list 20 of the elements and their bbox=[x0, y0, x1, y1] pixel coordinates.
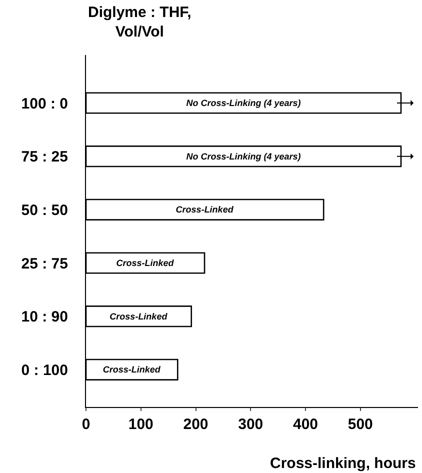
annotation: No Cross-Linking (4 years) bbox=[186, 98, 301, 108]
annotation: Cross-Linked bbox=[176, 204, 234, 215]
annotation: No Cross-Linking (4 years) bbox=[186, 151, 301, 162]
annotation: Cross-Linked bbox=[110, 311, 168, 322]
annotation: Cross-Linked bbox=[102, 364, 161, 375]
x-axis-title: Cross-linking, hours bbox=[270, 455, 416, 472]
y-tick-label: 50 : 50 bbox=[21, 202, 68, 219]
y-tick-label: 25 : 75 bbox=[21, 255, 68, 272]
x-tick-label: 0 bbox=[82, 416, 90, 433]
y-tick-label: 0 : 100 bbox=[21, 362, 68, 379]
x-tick-label: 200 bbox=[183, 416, 208, 433]
y-tick-label: 100 : 0 bbox=[21, 95, 68, 112]
y-tick-label: 75 : 25 bbox=[21, 148, 68, 166]
x-tick-label: 100 bbox=[128, 416, 154, 433]
x-tick-label: 500 bbox=[348, 416, 373, 433]
x-tick-label: 400 bbox=[292, 416, 318, 433]
y-tick-label: 10 : 90 bbox=[21, 308, 68, 326]
y-axis-title: Diglyme : THF, Vol/Vol bbox=[88, 4, 192, 40]
x-tick-label: 300 bbox=[238, 416, 264, 433]
annotation: Cross-Linked bbox=[116, 258, 174, 268]
